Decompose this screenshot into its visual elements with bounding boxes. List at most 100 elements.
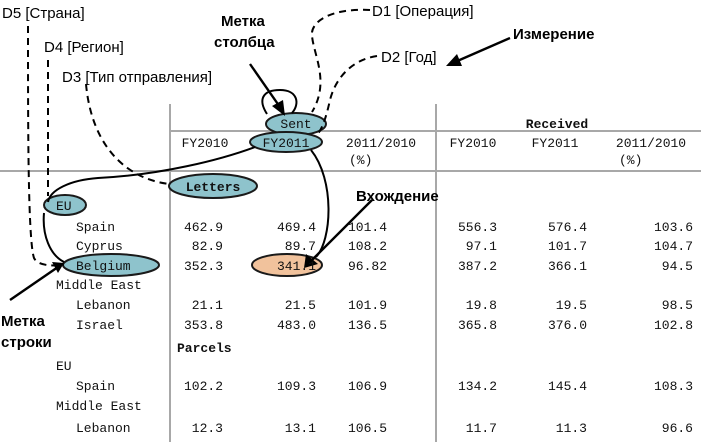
table-cell: 103.6	[654, 220, 693, 235]
row-label: Israel	[76, 318, 123, 333]
table-cell: 98.5	[662, 298, 693, 313]
table-cell: 82.9	[192, 239, 223, 254]
col-header-sent-ratio-unit: (%)	[349, 153, 372, 168]
table-row: 462.9 469.4 101.4 556.3 576.4 103.6	[184, 220, 693, 235]
table-cell: 483.0	[277, 318, 316, 333]
table-row: 21.1 21.5 101.9 19.8 19.5 98.5	[192, 298, 693, 313]
table-cell: 21.5	[285, 298, 316, 313]
section-label-letters: Letters	[186, 180, 241, 195]
table-row: 353.8 483.0 136.5 365.8 376.0 102.8	[184, 318, 693, 333]
column-label-annotation-line1: Метка	[221, 13, 265, 30]
d1-label: D1 [Операция]	[372, 3, 474, 20]
entry-arrow-line	[309, 199, 373, 263]
table-cell: 19.8	[466, 298, 497, 313]
table-cell: 376.0	[548, 318, 587, 333]
dimension-arrow-line	[454, 36, 511, 64]
column-label-arrow-head	[272, 100, 285, 116]
table-cell: 96.6	[662, 421, 693, 436]
entry-arrow-head	[304, 254, 318, 268]
table-cell: 21.1	[192, 298, 223, 313]
table-cell: 352.3	[184, 259, 223, 274]
d3-connector	[85, 83, 171, 185]
letters-eu-connector	[47, 146, 256, 203]
table-cell: 12.3	[192, 421, 223, 436]
fy2011-highlight-ellipse	[249, 131, 323, 153]
table-cell: 94.5	[662, 259, 693, 274]
row-label: Spain	[76, 220, 115, 235]
column-label-arrow-line	[249, 63, 283, 111]
table-cell: 104.7	[654, 239, 693, 254]
table-cell: 101.4	[348, 220, 387, 235]
group-header-received: Received	[526, 117, 588, 132]
row-label-arrow-line	[9, 266, 59, 301]
col-header-sent-fy2011: FY2011	[263, 136, 310, 151]
table-cell: 19.5	[556, 298, 587, 313]
entry-highlight-ellipse	[251, 253, 323, 277]
table-cell: 462.9	[184, 220, 223, 235]
table-cell: 576.4	[548, 220, 587, 235]
table-row: 102.2 109.3 106.9 134.2 145.4 108.3	[184, 379, 693, 394]
table-cell: 134.2	[458, 379, 497, 394]
col-header-received-ratio: 2011/2010	[616, 136, 686, 151]
region-label-middle-east: Middle East	[56, 278, 142, 293]
table-row: 352.3 341.1 96.82 387.2 366.1 94.5	[184, 259, 693, 274]
d5-label: D5 [Страна]	[2, 5, 85, 22]
region-label-eu: EU	[56, 359, 72, 374]
eu-highlight-ellipse	[43, 194, 87, 216]
table-cell: 387.2	[458, 259, 497, 274]
row-label-annotation-line2: строки	[1, 334, 52, 351]
region-label-middle-east: Middle East	[56, 399, 142, 414]
col-header-sent-ratio: 2011/2010	[346, 136, 416, 151]
d3-label: D3 [Тип отправления]	[62, 69, 212, 86]
table-cell: 11.3	[556, 421, 587, 436]
d4-label: D4 [Регион]	[44, 39, 124, 56]
table-cell: 556.3	[458, 220, 497, 235]
table-cell: 365.8	[458, 318, 497, 333]
row-label: Spain	[76, 379, 115, 394]
table-row: 82.9 89.7 108.2 97.1 101.7 104.7	[192, 239, 693, 254]
table-cell: 97.1	[466, 239, 497, 254]
table-cell: 102.8	[654, 318, 693, 333]
table-cell: 366.1	[548, 259, 587, 274]
table-cell: 469.4	[277, 220, 316, 235]
table-cell: 101.9	[348, 298, 387, 313]
eu-belgium-connector	[42, 212, 65, 263]
table-cell: 96.82	[348, 259, 387, 274]
table-cell: 136.5	[348, 318, 387, 333]
row-label: Lebanon	[76, 421, 131, 436]
table-cell: 145.4	[548, 379, 587, 394]
col-header-received-fy2010: FY2010	[450, 136, 497, 151]
d2-label: D2 [Год]	[381, 49, 437, 66]
region-label-eu: EU	[56, 199, 72, 214]
col-header-received-fy2011: FY2011	[532, 136, 579, 151]
table-cell: 341.1	[277, 259, 316, 274]
col-header-sent-fy2010: FY2010	[182, 136, 229, 151]
table-cell: 13.1	[285, 421, 316, 436]
table-cell: 106.5	[348, 421, 387, 436]
letters-highlight-ellipse	[168, 173, 258, 199]
col-header-received-ratio-unit: (%)	[619, 153, 642, 168]
table-cell: 108.3	[654, 379, 693, 394]
table-row: 12.3 13.1 106.5 11.7 11.3 96.6	[192, 421, 693, 436]
row-label: Lebanon	[76, 298, 131, 313]
sent-top-loop	[261, 88, 298, 115]
table-cell: 11.7	[466, 421, 497, 436]
table-cell: 353.8	[184, 318, 223, 333]
dimension-annotation: Измерение	[513, 26, 594, 43]
row-label-arrow-head	[52, 262, 64, 273]
row-label: Belgium	[76, 259, 131, 274]
belgium-highlight-ellipse	[62, 253, 160, 277]
entry-annotation: Вхождение	[356, 188, 439, 205]
table-cell: 108.2	[348, 239, 387, 254]
d2-connector	[315, 55, 378, 137]
row-label: Cyprus	[76, 239, 123, 254]
group-header-sent: Sent	[280, 117, 311, 132]
column-label-annotation-line2: столбца	[214, 34, 275, 51]
table-cell: 101.7	[548, 239, 587, 254]
table-cell: 89.7	[285, 239, 316, 254]
table-cell: 109.3	[277, 379, 316, 394]
dimension-arrow-head	[446, 54, 462, 66]
d5-connector	[27, 25, 65, 267]
